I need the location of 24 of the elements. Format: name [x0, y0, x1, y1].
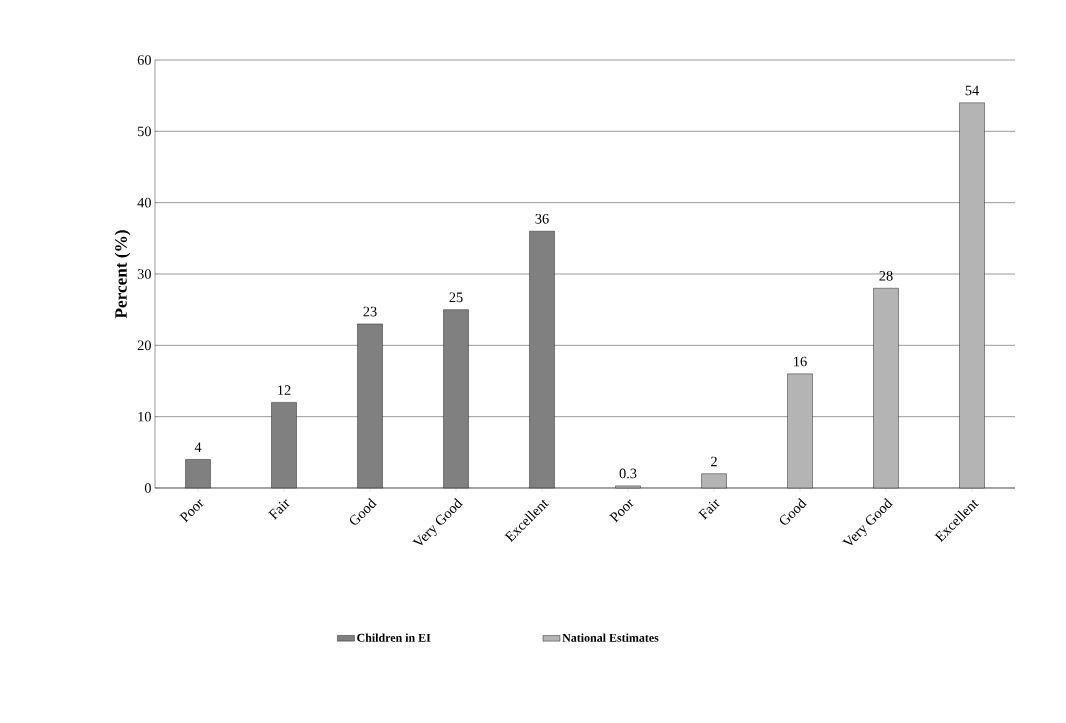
y-tick-label: 40 — [137, 197, 151, 208]
data-label: 16 — [794, 356, 807, 367]
data-label: 4 — [194, 442, 202, 452]
y-tick-label: 30 — [137, 269, 151, 279]
data-label: 28 — [879, 271, 893, 281]
data-label: 12 — [278, 385, 291, 395]
y-tick-label: 20 — [137, 340, 151, 351]
y-tick-label: 60 — [137, 55, 151, 65]
x-tick-label: Poor — [179, 499, 204, 523]
data-label: 0.3 — [619, 468, 637, 479]
x-tick-label: Fair — [268, 499, 290, 520]
data-label: 54 — [965, 85, 979, 96]
y-tick-label: 10 — [138, 411, 151, 422]
data-label: 23 — [363, 306, 377, 317]
x-tick-label: Poor — [609, 499, 634, 523]
y-tick-label: 0 — [144, 483, 151, 493]
legend-label: Children in EI — [357, 633, 431, 642]
y-tick-label: 50 — [137, 126, 151, 137]
legend-label: National Estimates — [562, 633, 659, 642]
y-axis-title: Percent (%) — [114, 230, 131, 319]
data-label: 36 — [535, 214, 549, 224]
data-label: 25 — [449, 292, 463, 303]
data-label: 2 — [711, 456, 717, 467]
x-tick-label: Fair — [698, 499, 720, 520]
